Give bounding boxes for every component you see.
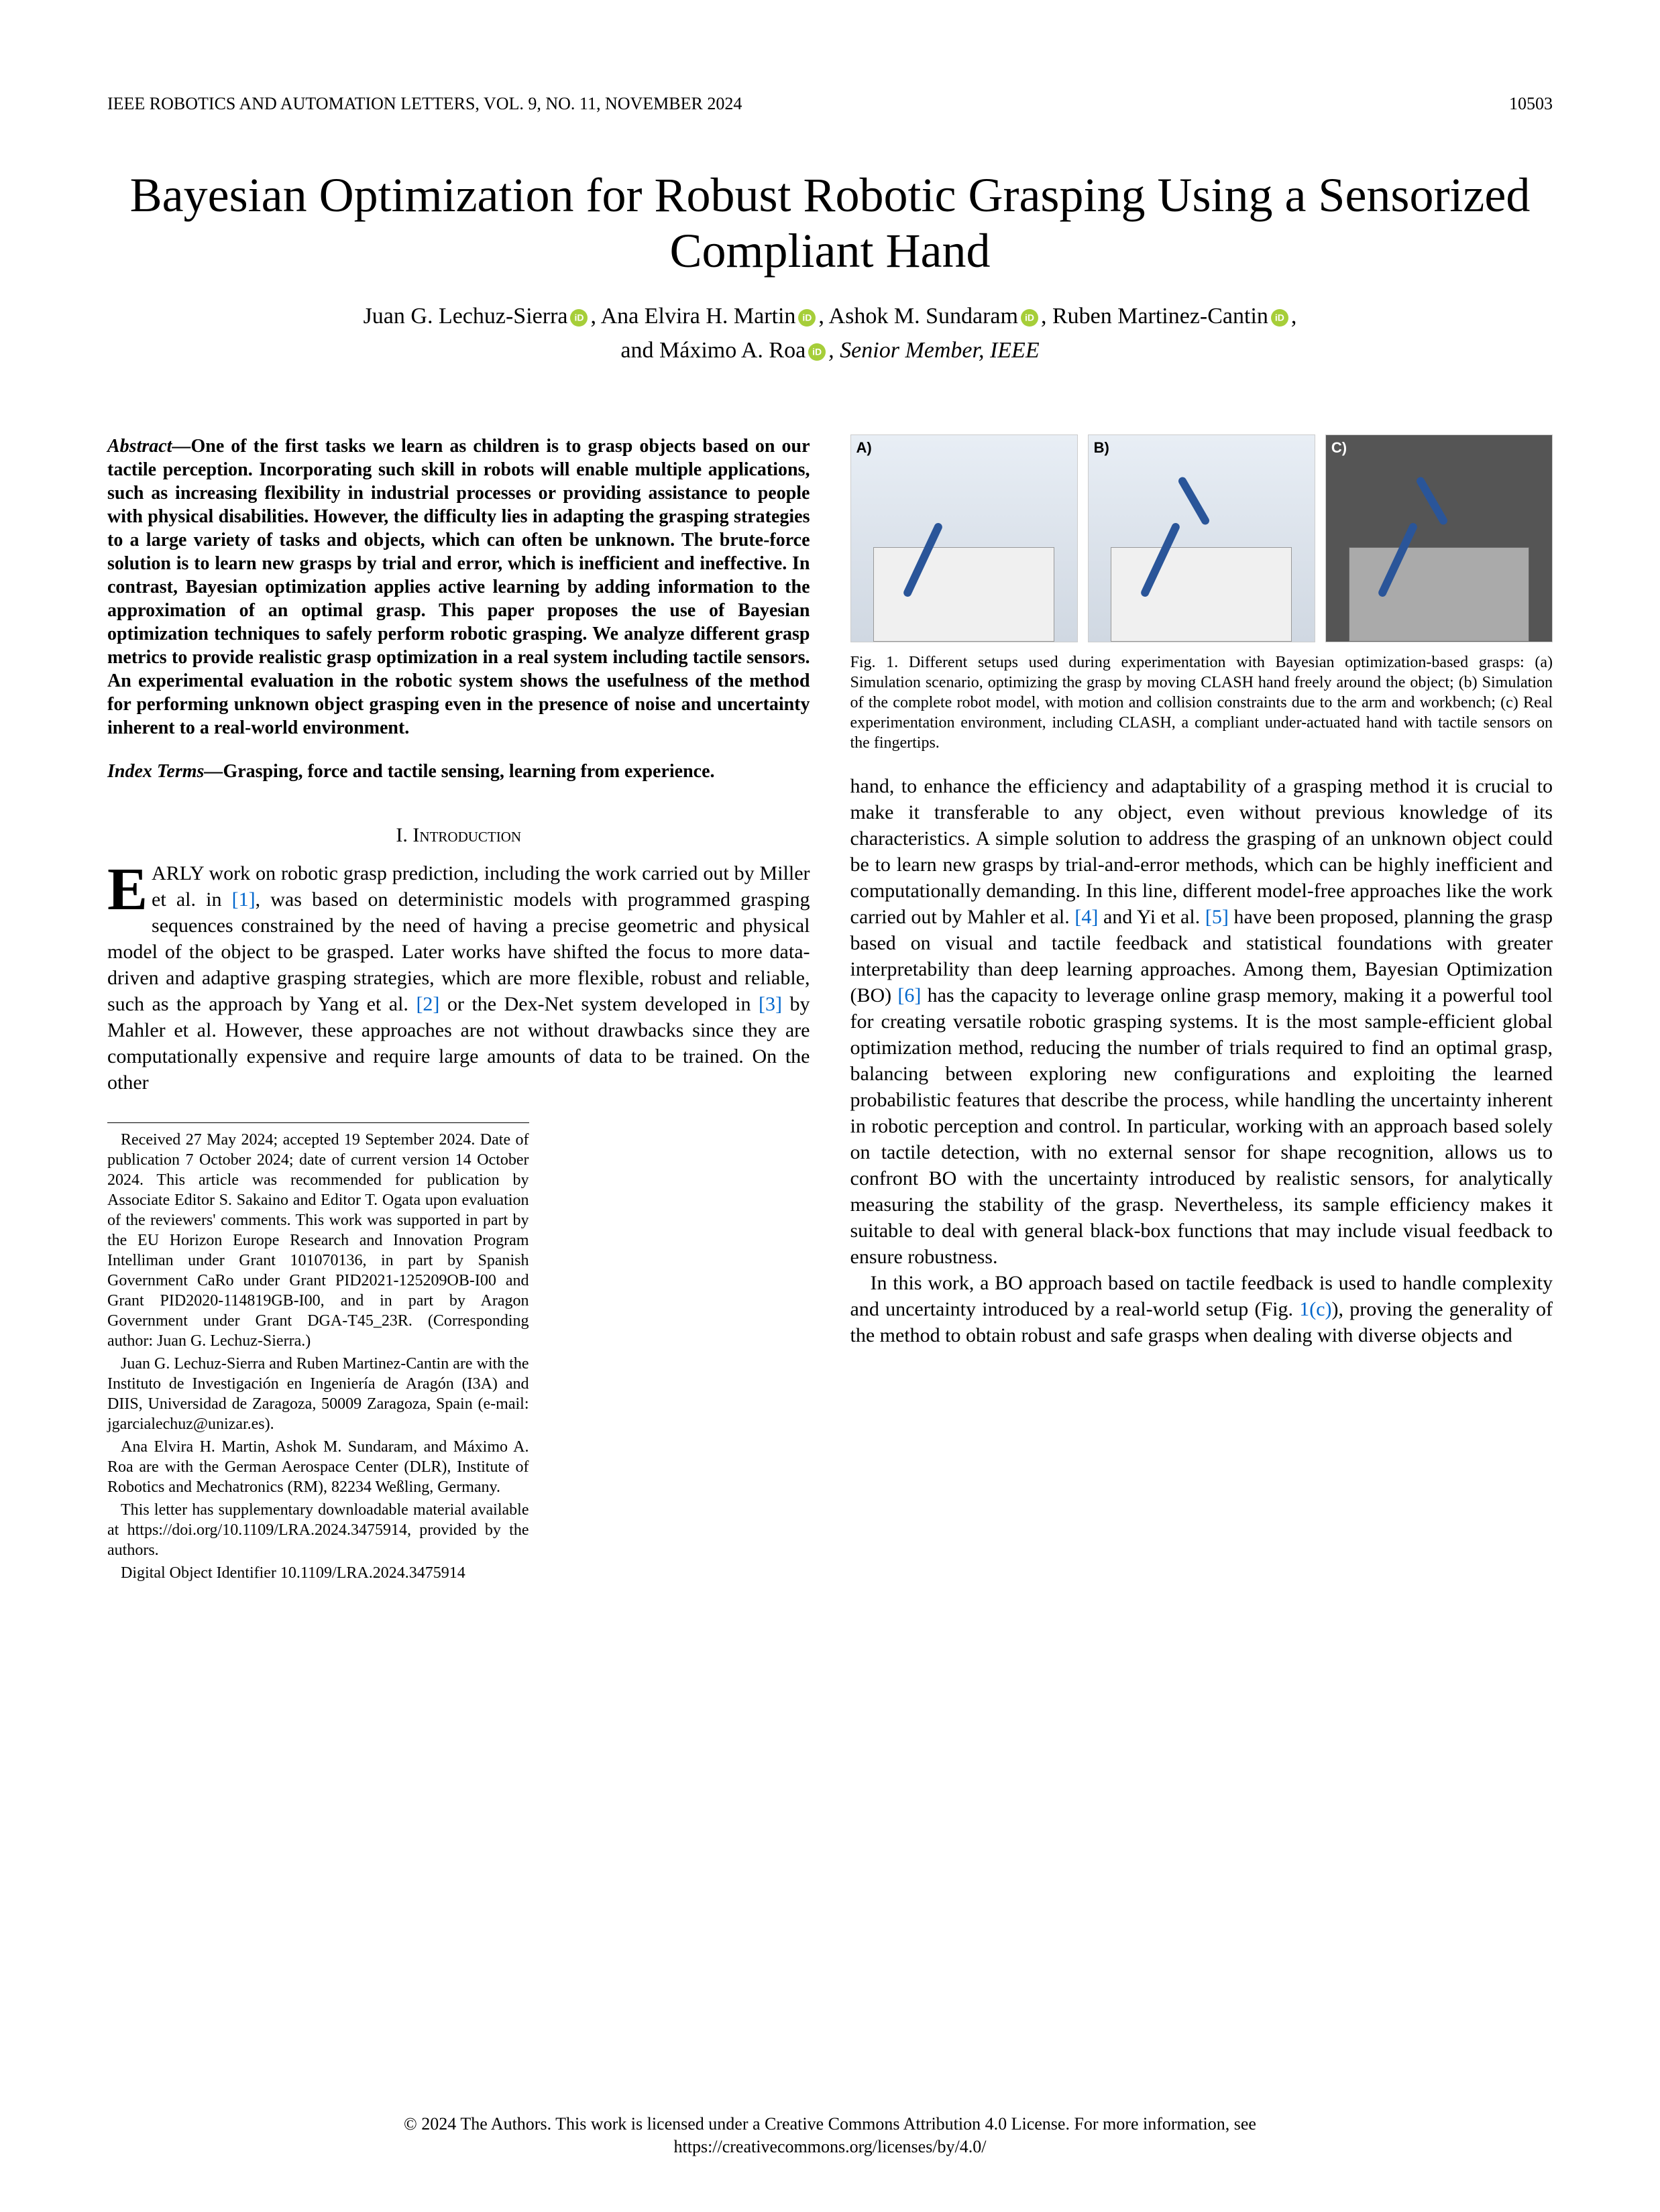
sim-base (873, 547, 1054, 642)
robot-arm-segment-icon (1415, 476, 1448, 526)
intro-text-1c: or the Dex-Net system developed in (439, 993, 759, 1015)
orcid-icon[interactable] (1021, 309, 1038, 327)
panel-label-c: C) (1331, 439, 1347, 457)
footnote-received: Received 27 May 2024; accepted 19 Septem… (107, 1130, 529, 1351)
author-4: Ruben Martinez-Cantin (1052, 304, 1268, 329)
figure-1-panel-c: C) (1325, 434, 1553, 642)
workbench (1349, 547, 1530, 642)
orcid-icon[interactable] (798, 309, 816, 327)
footnote-supplementary: This letter has supplementary downloadab… (107, 1500, 529, 1560)
author-3: Ashok M. Sundaram (829, 304, 1018, 329)
section-heading: I. Introduction (107, 824, 810, 847)
citation-1[interactable]: [1] (232, 888, 256, 911)
two-column-layout: Abstract—One of the first tasks we learn… (107, 434, 1553, 1586)
author-5-prefix: and (620, 338, 659, 363)
citation-5[interactable]: [5] (1205, 906, 1229, 928)
page-number: 10503 (1509, 94, 1553, 114)
abstract-label: Abstract— (107, 436, 190, 457)
dropcap: E (107, 860, 152, 914)
footnote-doi: Digital Object Identifier 10.1109/LRA.20… (107, 1563, 529, 1583)
license-line-1: © 2024 The Authors. This work is license… (404, 2114, 1256, 2134)
col2-text-1a: hand, to enhance the efficiency and adap… (850, 775, 1553, 928)
figure-1-panel-b: B) (1088, 434, 1315, 642)
col2-paragraph-1: hand, to enhance the efficiency and adap… (850, 773, 1553, 1270)
citation-6[interactable]: [6] (897, 984, 921, 1006)
section-title: Introduction (412, 824, 521, 846)
panel-label-a: A) (856, 439, 872, 457)
figure-1-panel-a: A) (850, 434, 1078, 642)
left-column: Abstract—One of the first tasks we learn… (107, 434, 810, 1586)
footnote-affiliation-2: Ana Elvira H. Martin, Ashok M. Sundaram,… (107, 1437, 529, 1497)
index-terms: Index Terms—Grasping, force and tactile … (107, 760, 810, 784)
orcid-icon[interactable] (1271, 309, 1288, 327)
license-line-2: https://creativecommons.org/licenses/by/… (674, 2137, 987, 2156)
running-header: IEEE ROBOTICS AND AUTOMATION LETTERS, VO… (107, 94, 1553, 114)
author-list: Juan G. Lechuz-Sierra, Ana Elvira H. Mar… (107, 299, 1553, 367)
citation-4[interactable]: [4] (1074, 906, 1098, 928)
orcid-icon[interactable] (570, 309, 588, 327)
index-terms-label: Index Terms— (107, 761, 223, 782)
author-2: Ana Elvira H. Martin (601, 304, 796, 329)
paper-title: Bayesian Optimization for Robust Robotic… (107, 168, 1553, 279)
journal-info: IEEE ROBOTICS AND AUTOMATION LETTERS, VO… (107, 94, 742, 114)
citation-2[interactable]: [2] (416, 993, 439, 1015)
section-number: I. (396, 824, 408, 846)
author-1: Juan G. Lechuz-Sierra (364, 304, 568, 329)
panel-label-b: B) (1094, 439, 1109, 457)
author-5: Máximo A. Roa (659, 338, 806, 363)
abstract-text: One of the first tasks we learn as child… (107, 436, 810, 738)
sim-base (1111, 547, 1292, 642)
intro-paragraph: EARLY work on robotic grasp prediction, … (107, 860, 810, 1096)
page: IEEE ROBOTICS AND AUTOMATION LETTERS, VO… (0, 0, 1660, 2212)
license-notice: © 2024 The Authors. This work is license… (107, 2113, 1553, 2158)
robot-arm-segment-icon (1177, 476, 1211, 526)
abstract: Abstract—One of the first tasks we learn… (107, 434, 810, 740)
orcid-icon[interactable] (808, 343, 826, 361)
member-grade: , Senior Member, IEEE (828, 338, 1039, 363)
col2-text-1b: and Yi et al. (1098, 906, 1205, 928)
figure-1-caption: Fig. 1. Different setups used during exp… (850, 652, 1553, 753)
citation-3[interactable]: [3] (759, 993, 782, 1015)
footnote-affiliation-1: Juan G. Lechuz-Sierra and Ruben Martinez… (107, 1354, 529, 1434)
figure-1-image: A) B) C) (850, 434, 1553, 642)
index-terms-text: Grasping, force and tactile sensing, lea… (223, 761, 714, 782)
right-column: A) B) C) (850, 434, 1553, 1586)
col2-paragraph-2: In this work, a BO approach based on tac… (850, 1270, 1553, 1348)
figure-reference[interactable]: 1(c) (1299, 1298, 1331, 1320)
footnotes: Received 27 May 2024; accepted 19 Septem… (107, 1122, 529, 1583)
figure-1: A) B) C) (850, 434, 1553, 753)
col2-text-1d: has the capacity to leverage online gras… (850, 984, 1553, 1268)
